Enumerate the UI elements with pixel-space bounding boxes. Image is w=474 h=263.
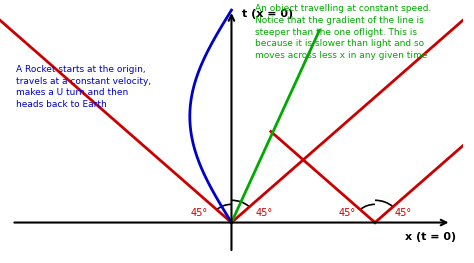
Text: 45°: 45° [255,209,273,219]
Text: 45°: 45° [394,209,411,219]
Text: x (t = 0): x (t = 0) [405,232,456,242]
Text: 45°: 45° [338,209,356,219]
Text: t (x = 0): t (x = 0) [242,9,293,19]
Text: An object travelling at constant speed.
Notice that the gradient of the line is
: An object travelling at constant speed. … [255,4,431,60]
Text: A Rocket starts at the origin,
travels at a constant velocity,
makes a U turn an: A Rocket starts at the origin, travels a… [16,65,151,109]
Text: 45°: 45° [191,209,208,219]
